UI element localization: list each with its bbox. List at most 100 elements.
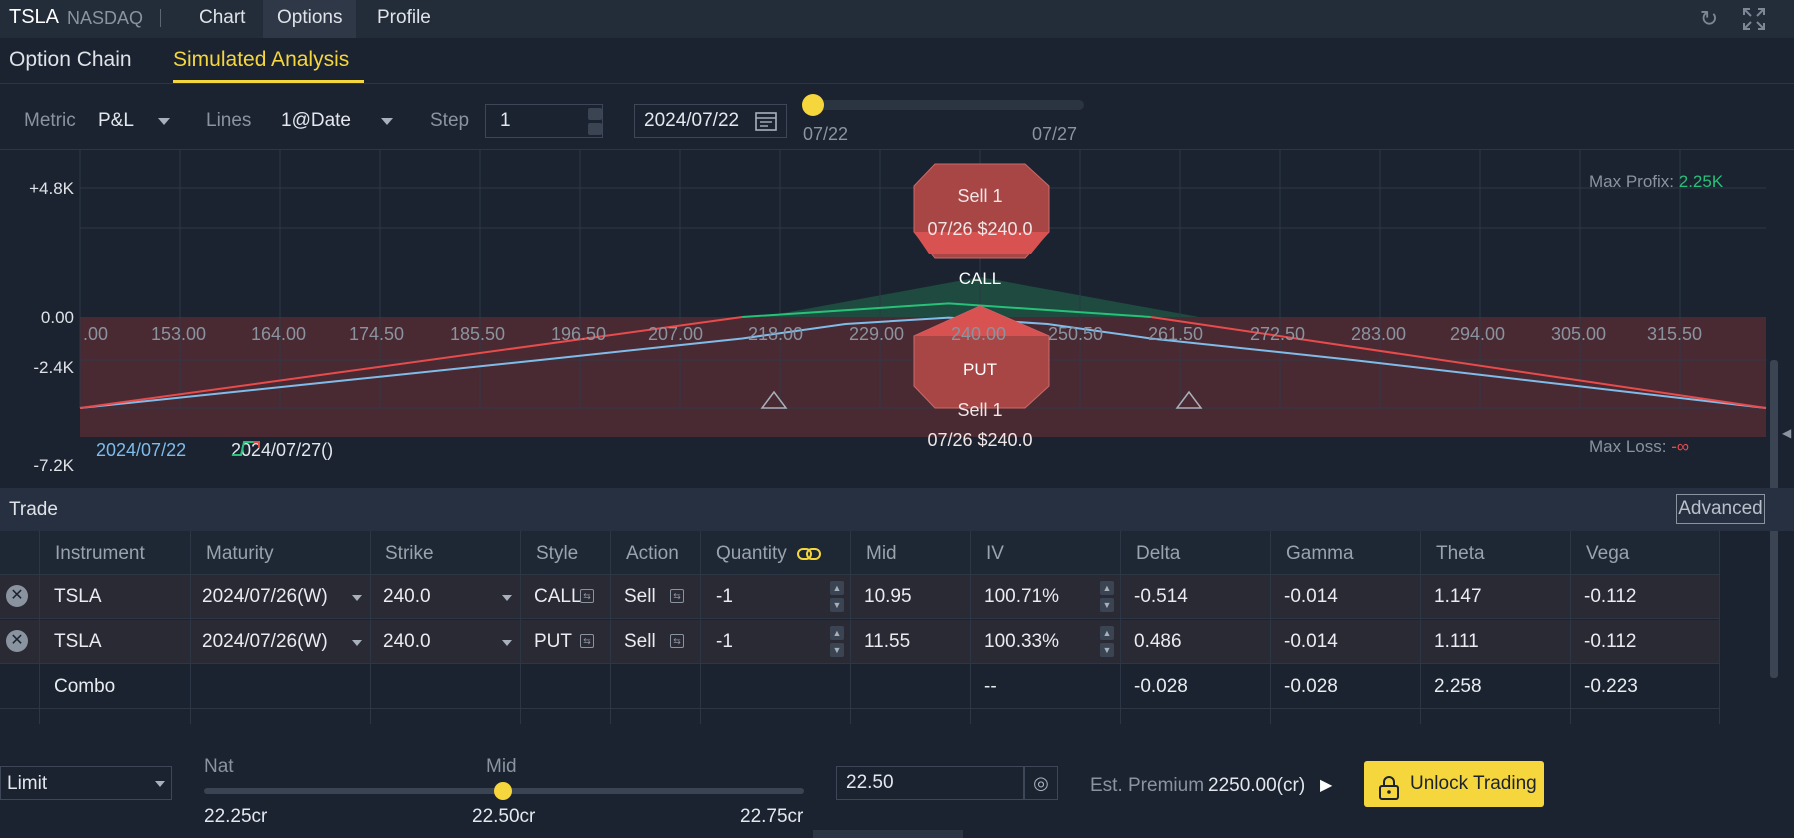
fullscreen-icon[interactable] [1741,6,1767,32]
cell-style: PUT [534,631,572,652]
col-style: Style [536,543,579,564]
x-tick-9: 240.00 [951,324,1007,344]
analysis-tabs: Option Chain Simulated Analysis [0,38,1794,84]
pnl-chart: +4.8K 0.00 -2.4K -7.2K .00 153.00 164.00… [0,150,1794,487]
link-icon[interactable] [797,547,821,565]
cell-maturity[interactable]: 2024/07/26(W) [202,586,328,607]
quantity-down-icon[interactable]: ▼ [830,643,844,657]
column-divider [970,531,971,724]
cell-strike[interactable]: 240.0 [383,631,431,652]
col-iv: IV [986,543,1004,564]
order-type-select[interactable]: Limit [0,766,172,800]
x-tick-3: 174.50 [349,324,405,344]
iv-down-icon[interactable]: ▼ [1100,598,1114,612]
tab-options[interactable]: Options [263,0,357,38]
column-divider [1270,531,1271,724]
cell-gamma: -0.014 [1284,586,1338,607]
drawer-handle[interactable] [813,830,963,838]
premium-expand-icon[interactable]: ▶ [1320,777,1333,794]
series-current-date-line [79,316,1767,409]
remove-leg-icon[interactable]: ✕ [6,630,28,652]
order-type-value: Limit [7,773,48,794]
cell-iv[interactable]: 100.71% [984,586,1060,607]
tab-profile-label: Profile [377,7,431,28]
limit-price-input[interactable]: 22.50 [836,766,1024,800]
date-slider-knob[interactable] [802,94,824,116]
x-tick-8: 229.00 [849,324,905,344]
cell-combo-iv: -- [984,676,997,697]
tab-chart[interactable]: Chart [185,0,259,38]
unlock-trading-button[interactable]: Unlock Trading [1364,761,1544,807]
mid-label: Mid [486,756,517,777]
x-tick-5: 196.50 [551,324,607,344]
maturity-dropdown-icon[interactable] [352,640,362,646]
strike-dropdown-icon[interactable] [502,640,512,646]
cell-maturity[interactable]: 2024/07/26(W) [202,631,328,652]
cell-delta: 0.486 [1134,631,1182,652]
tab-profile[interactable]: Profile [363,0,445,38]
action-toggle-icon[interactable]: ⇆ [670,634,684,648]
lines-select[interactable]: 1@Date [281,110,351,131]
col-strike: Strike [385,543,434,564]
cell-quantity[interactable]: -1 [716,586,733,607]
cell-combo-delta: -0.028 [1134,676,1188,697]
x-tick-4: 185.50 [450,324,506,344]
refresh-icon[interactable]: ↻ [1699,6,1719,31]
metric-select[interactable]: P&L [98,110,134,131]
step-up-icon[interactable] [588,108,602,120]
cell-mid: 11.55 [864,631,911,652]
x-tick-1: 153.00 [151,324,207,344]
x-tick-10: 250.50 [1048,324,1104,344]
collapse-panel-icon[interactable]: ◀ [1782,426,1792,440]
price-slider-knob[interactable] [494,782,512,800]
limit-price-value: 22.50 [846,772,894,793]
date-slider-track[interactable] [812,100,1084,110]
tab-chart-label: Chart [199,7,246,28]
x-tick-15: 305.00 [1551,324,1607,344]
step-input[interactable]: 1 [485,104,603,138]
trade-title: Trade [9,499,58,520]
active-tab-indicator [173,80,364,83]
col-delta: Delta [1136,543,1181,564]
price-reset-icon[interactable]: ◎ [1024,766,1058,800]
style-toggle-icon[interactable]: ⇆ [580,589,594,603]
style-toggle-icon[interactable]: ⇆ [580,634,594,648]
iv-up-icon[interactable]: ▲ [1100,626,1114,640]
date-picker[interactable]: 2024/07/22 [634,104,787,138]
quantity-down-icon[interactable]: ▼ [830,598,844,612]
iv-up-icon[interactable]: ▲ [1100,581,1114,595]
header-separator [160,9,161,27]
column-divider [190,531,191,724]
lines-dropdown-icon[interactable] [381,118,393,125]
quantity-up-icon[interactable]: ▲ [830,626,844,640]
strike-dropdown-icon[interactable] [502,595,512,601]
calendar-icon[interactable] [755,111,777,136]
cell-strike[interactable]: 240.0 [383,586,431,607]
y-tick-2: -2.4K [33,358,74,377]
remove-leg-icon[interactable]: ✕ [6,585,28,607]
advanced-button[interactable]: Advanced [1676,494,1765,524]
action-toggle-icon[interactable]: ⇆ [670,589,684,603]
cell-delta: -0.514 [1134,586,1188,607]
low-price: 22.25cr [204,806,268,827]
tab-option-chain[interactable]: Option Chain [9,48,132,71]
col-mid: Mid [866,543,897,564]
step-down-icon[interactable] [588,123,602,135]
quantity-up-icon[interactable]: ▲ [830,581,844,595]
metric-dropdown-icon[interactable] [158,118,170,125]
date-slider-start: 07/22 [803,124,849,144]
premium-value: 2250.00(cr) [1208,775,1306,796]
put-badge-label: PUT [963,360,997,379]
column-divider [39,531,40,724]
iv-down-icon[interactable]: ▼ [1100,643,1114,657]
lock-icon [1378,772,1400,818]
cell-combo-label: Combo [54,676,116,697]
cell-iv[interactable]: 100.33% [984,631,1060,652]
table-row: ✕ TSLA 2024/07/26(W) 240.0 CALL ⇆ Sell ⇆… [0,575,1720,619]
order-type-dropdown-icon[interactable] [155,781,165,787]
maturity-dropdown-icon[interactable] [352,595,362,601]
y-tick-1: 0.00 [40,308,74,327]
max-profit-readout: Max Profix: 2.25K [1589,172,1723,192]
tab-simulated-analysis[interactable]: Simulated Analysis [173,48,350,71]
cell-quantity[interactable]: -1 [716,631,733,652]
